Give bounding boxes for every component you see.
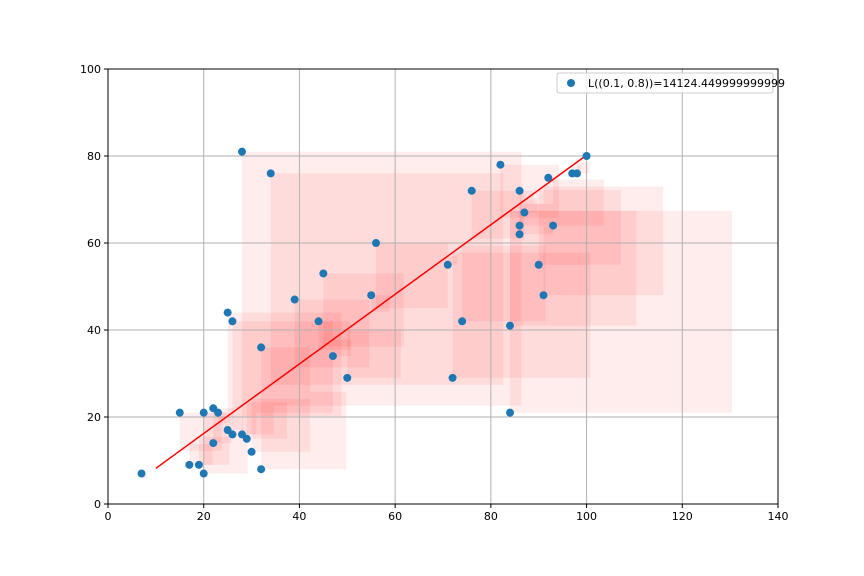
residual-square bbox=[203, 412, 227, 434]
data-point bbox=[496, 160, 505, 169]
residual-square bbox=[500, 164, 559, 218]
residual-square bbox=[261, 391, 347, 470]
data-point bbox=[175, 408, 184, 417]
residual-square bbox=[553, 179, 604, 226]
residual-square bbox=[524, 200, 538, 213]
data-point bbox=[228, 317, 237, 326]
residual-square bbox=[218, 412, 230, 424]
data-point bbox=[199, 469, 208, 478]
x-tick-label: 60 bbox=[388, 510, 402, 523]
data-point bbox=[238, 147, 246, 156]
legend-marker bbox=[567, 79, 575, 87]
data-point bbox=[290, 295, 299, 304]
data-point bbox=[319, 269, 328, 278]
residual-square bbox=[471, 190, 525, 239]
data-point bbox=[328, 352, 337, 361]
data-point bbox=[372, 239, 380, 247]
residual-square bbox=[227, 416, 243, 431]
data-point bbox=[137, 469, 146, 478]
data-point bbox=[515, 230, 524, 239]
data-point bbox=[506, 321, 514, 330]
residual-square bbox=[246, 402, 287, 439]
data-point bbox=[214, 408, 223, 417]
data-point bbox=[458, 317, 467, 326]
data-point bbox=[443, 260, 452, 269]
data-point bbox=[223, 308, 232, 317]
residual-square bbox=[510, 210, 733, 413]
x-tick-label: 120 bbox=[672, 510, 693, 523]
x-tick-label: 140 bbox=[768, 510, 789, 523]
data-point bbox=[539, 291, 548, 300]
axis-ticks: 0 20 40 60 80 100 120 140 0 20 40 60 80 100 bbox=[80, 63, 789, 523]
x-tick-label: 40 bbox=[292, 510, 306, 523]
residual-square bbox=[232, 321, 333, 413]
data-point bbox=[247, 447, 256, 456]
data-point bbox=[257, 465, 266, 474]
data-point bbox=[257, 343, 266, 352]
y-tick-label: 0 bbox=[94, 498, 101, 511]
residual-square bbox=[261, 347, 310, 392]
data-point bbox=[448, 373, 457, 382]
legend: L((0.1, 0.8))=14124.449999999999 bbox=[556, 72, 785, 94]
residual-square bbox=[347, 329, 401, 378]
fit-line-group bbox=[155, 154, 588, 469]
residual-square bbox=[452, 252, 591, 378]
fit-line bbox=[155, 154, 588, 469]
data-point bbox=[515, 221, 524, 230]
y-tick-label: 60 bbox=[87, 237, 101, 250]
y-tick-label: 20 bbox=[87, 411, 101, 424]
data-point bbox=[582, 152, 591, 160]
axes-frame bbox=[107, 68, 779, 505]
residual-square bbox=[232, 412, 257, 435]
data-point bbox=[343, 373, 352, 382]
data-point bbox=[242, 434, 251, 443]
data-point bbox=[185, 460, 194, 469]
data-point bbox=[534, 260, 543, 269]
residual-square bbox=[189, 443, 213, 465]
x-tick-label: 100 bbox=[576, 510, 597, 523]
data-point bbox=[467, 186, 476, 195]
residual-square bbox=[242, 151, 522, 406]
data-point bbox=[266, 169, 275, 178]
data-point bbox=[228, 430, 237, 439]
residual-square bbox=[251, 398, 310, 452]
data-point bbox=[544, 173, 553, 182]
y-tick-label: 80 bbox=[87, 150, 101, 163]
x-tick-label: 20 bbox=[197, 510, 211, 523]
x-tick-label: 0 bbox=[105, 510, 112, 523]
x-tick-label: 80 bbox=[484, 510, 498, 523]
residual-square bbox=[318, 321, 351, 351]
residual-square bbox=[376, 243, 448, 309]
data-point bbox=[209, 439, 218, 448]
data-point bbox=[506, 408, 514, 417]
data-point bbox=[520, 208, 529, 217]
residual-square bbox=[270, 173, 504, 385]
residual-square bbox=[510, 210, 637, 326]
data-point bbox=[515, 186, 524, 195]
data-point bbox=[194, 460, 203, 469]
y-tick-label: 40 bbox=[87, 324, 101, 337]
legend-box bbox=[556, 72, 774, 94]
residual-square bbox=[462, 245, 546, 322]
residual-square bbox=[323, 273, 404, 347]
y-tick-label: 100 bbox=[80, 63, 101, 76]
residual-square bbox=[332, 339, 352, 357]
data-points bbox=[137, 147, 591, 478]
data-point bbox=[199, 408, 208, 417]
residual-square bbox=[577, 162, 590, 174]
data-point bbox=[367, 291, 376, 300]
residual-square bbox=[543, 186, 664, 296]
data-point bbox=[573, 169, 581, 178]
data-point bbox=[314, 317, 323, 326]
residual-square bbox=[242, 405, 274, 435]
residual-square bbox=[447, 256, 458, 265]
data-point bbox=[549, 221, 558, 230]
legend-label: L((0.1, 0.8))=14124.449999999999 bbox=[588, 77, 785, 90]
